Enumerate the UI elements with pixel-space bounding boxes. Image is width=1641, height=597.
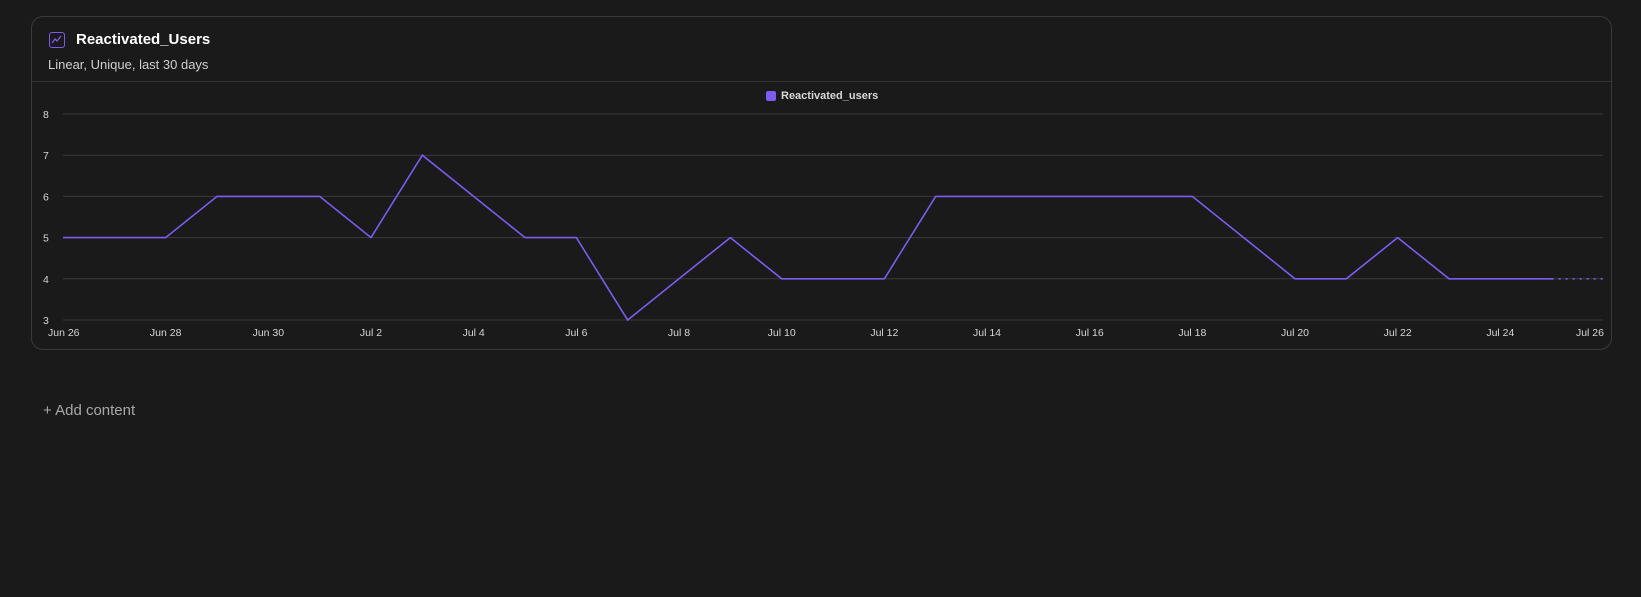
x-tick-label: Jul 20 (1281, 327, 1309, 339)
x-tick-label: Jun 26 (48, 327, 80, 339)
legend-label: Reactivated_users (781, 90, 879, 102)
line-chart-icon (49, 31, 65, 48)
y-tick-label: 7 (43, 150, 49, 162)
x-tick-label: Jul 6 (565, 327, 587, 339)
card-subtitle: Linear, Unique, last 30 days (48, 57, 209, 72)
insight-card: Reactivated_Users Linear, Unique, last 3… (31, 16, 1612, 350)
chart-legend[interactable]: Reactivated_users (766, 90, 878, 102)
x-tick-label: Jun 28 (150, 327, 182, 339)
y-tick-label: 4 (43, 274, 49, 286)
legend-swatch (766, 91, 776, 101)
x-tick-label: Jul 8 (668, 327, 690, 339)
add-content-button[interactable]: + Add content (43, 402, 136, 419)
x-tick-label: Jul 14 (973, 327, 1001, 339)
y-tick-label: 5 (43, 233, 49, 245)
x-tick-label: Jul 24 (1486, 327, 1514, 339)
chart-grid (63, 113, 1603, 321)
card-header: Reactivated_Users Linear, Unique, last 3… (32, 17, 1611, 82)
x-tick-label: Jul 10 (768, 327, 796, 339)
x-tick-label: Jul 26 (1576, 327, 1604, 339)
series-line (63, 154, 1552, 322)
y-tick-label: 8 (43, 109, 49, 121)
x-axis: Jun 26 Jun 28 Jun 30 Jul 2 Jul 4 Jul 6 Jul 8 Ju… (48, 327, 1604, 339)
line-chart: 3 4 5 6 7 8 Jun 26 Jun 28 Jun 30 Jul 2 Jul 4 Jul 6… (43, 109, 1604, 339)
y-tick-label: 3 (43, 315, 49, 327)
x-tick-label: Jul 2 (360, 327, 382, 339)
x-tick-label: Jul 18 (1178, 327, 1206, 339)
chart-series (63, 154, 1603, 322)
x-tick-label: Jul 22 (1384, 327, 1412, 339)
y-tick-label: 6 (43, 191, 49, 203)
y-axis: 3 4 5 6 7 8 (43, 109, 49, 327)
title-row[interactable]: Reactivated_Users (49, 31, 210, 48)
x-tick-label: Jul 4 (463, 327, 485, 339)
card-title[interactable]: Reactivated_Users (76, 31, 211, 48)
x-tick-label: Jul 16 (1076, 327, 1104, 339)
x-tick-label: Jun 30 (253, 327, 285, 339)
x-tick-label: Jul 12 (870, 327, 898, 339)
